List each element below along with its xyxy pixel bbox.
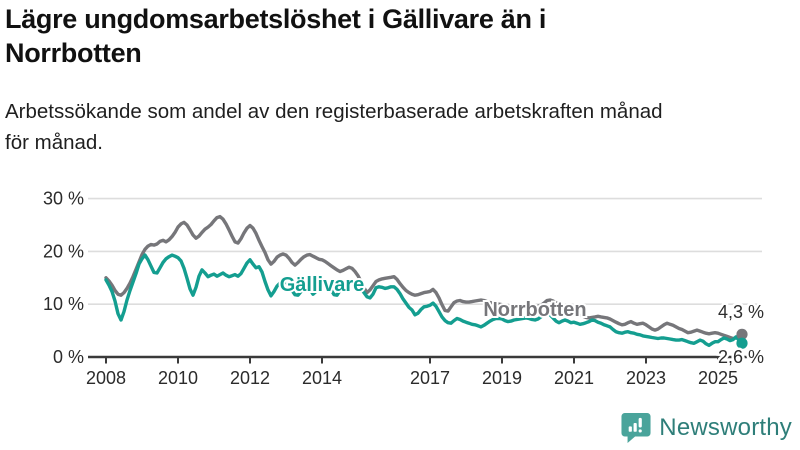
y-axis-label-0: 0 % (53, 347, 84, 367)
x-axis-label-2010: 2010 (158, 368, 198, 388)
x-axis-label-2014: 2014 (302, 368, 342, 388)
branding-footer: Newsworthy (621, 412, 792, 444)
series-end-dot-gällivare (736, 337, 748, 349)
logo-wordmark: Newsworthy (659, 414, 792, 441)
series-label-gällivare: Gällivare (280, 274, 365, 296)
chart-subtitle: Arbetssökande som andel av den registerb… (5, 96, 765, 158)
title-line-2: Norrbotten (5, 38, 142, 68)
series-line-norrbotten (104, 214, 744, 341)
y-axis-label-10: 10 % (43, 294, 84, 314)
end-value-label-norrbotten: 4,3 % (718, 302, 764, 322)
page-title: Lägre ungdomsarbetslöshet i Gällivare än… (5, 2, 765, 70)
subtitle-line-1: Arbetssökande som andel av den registerb… (5, 100, 663, 123)
series-label-norrbotten: Norrbotten (483, 299, 586, 321)
subtitle-line-2: för månad. (5, 131, 103, 154)
line-chart: 0 % 10 % 20 % 30 % 2008 2010 2012 2014 2017 2019 2… (0, 186, 800, 400)
y-axis-label-30: 30 % (43, 189, 84, 209)
series-line-gällivare (104, 253, 744, 348)
x-axis-label-2025: 2025 (698, 368, 738, 388)
x-axis-label-2017: 2017 (410, 368, 450, 388)
x-axis-label-2008: 2008 (86, 368, 126, 388)
chart-header: Lägre ungdomsarbetslöshet i Gällivare än… (5, 2, 765, 158)
chart-svg: 0 % 10 % 20 % 30 % 2008 2010 2012 2014 2017 2019 2… (43, 189, 767, 388)
bar-chart-speech-bubble-icon (621, 413, 651, 443)
title-line-1: Lägre ungdomsarbetslöshet i Gällivare än… (5, 4, 547, 34)
x-axis-label-2023: 2023 (626, 368, 666, 388)
x-axis-label-2019: 2019 (482, 368, 522, 388)
x-axis-label-2021: 2021 (554, 368, 594, 388)
x-axis-label-2012: 2012 (230, 368, 270, 388)
y-axis-label-20: 20 % (43, 241, 84, 261)
series-end-dot-norrbotten (736, 328, 748, 340)
end-value-label-gällivare: 2,6 % (718, 347, 764, 367)
